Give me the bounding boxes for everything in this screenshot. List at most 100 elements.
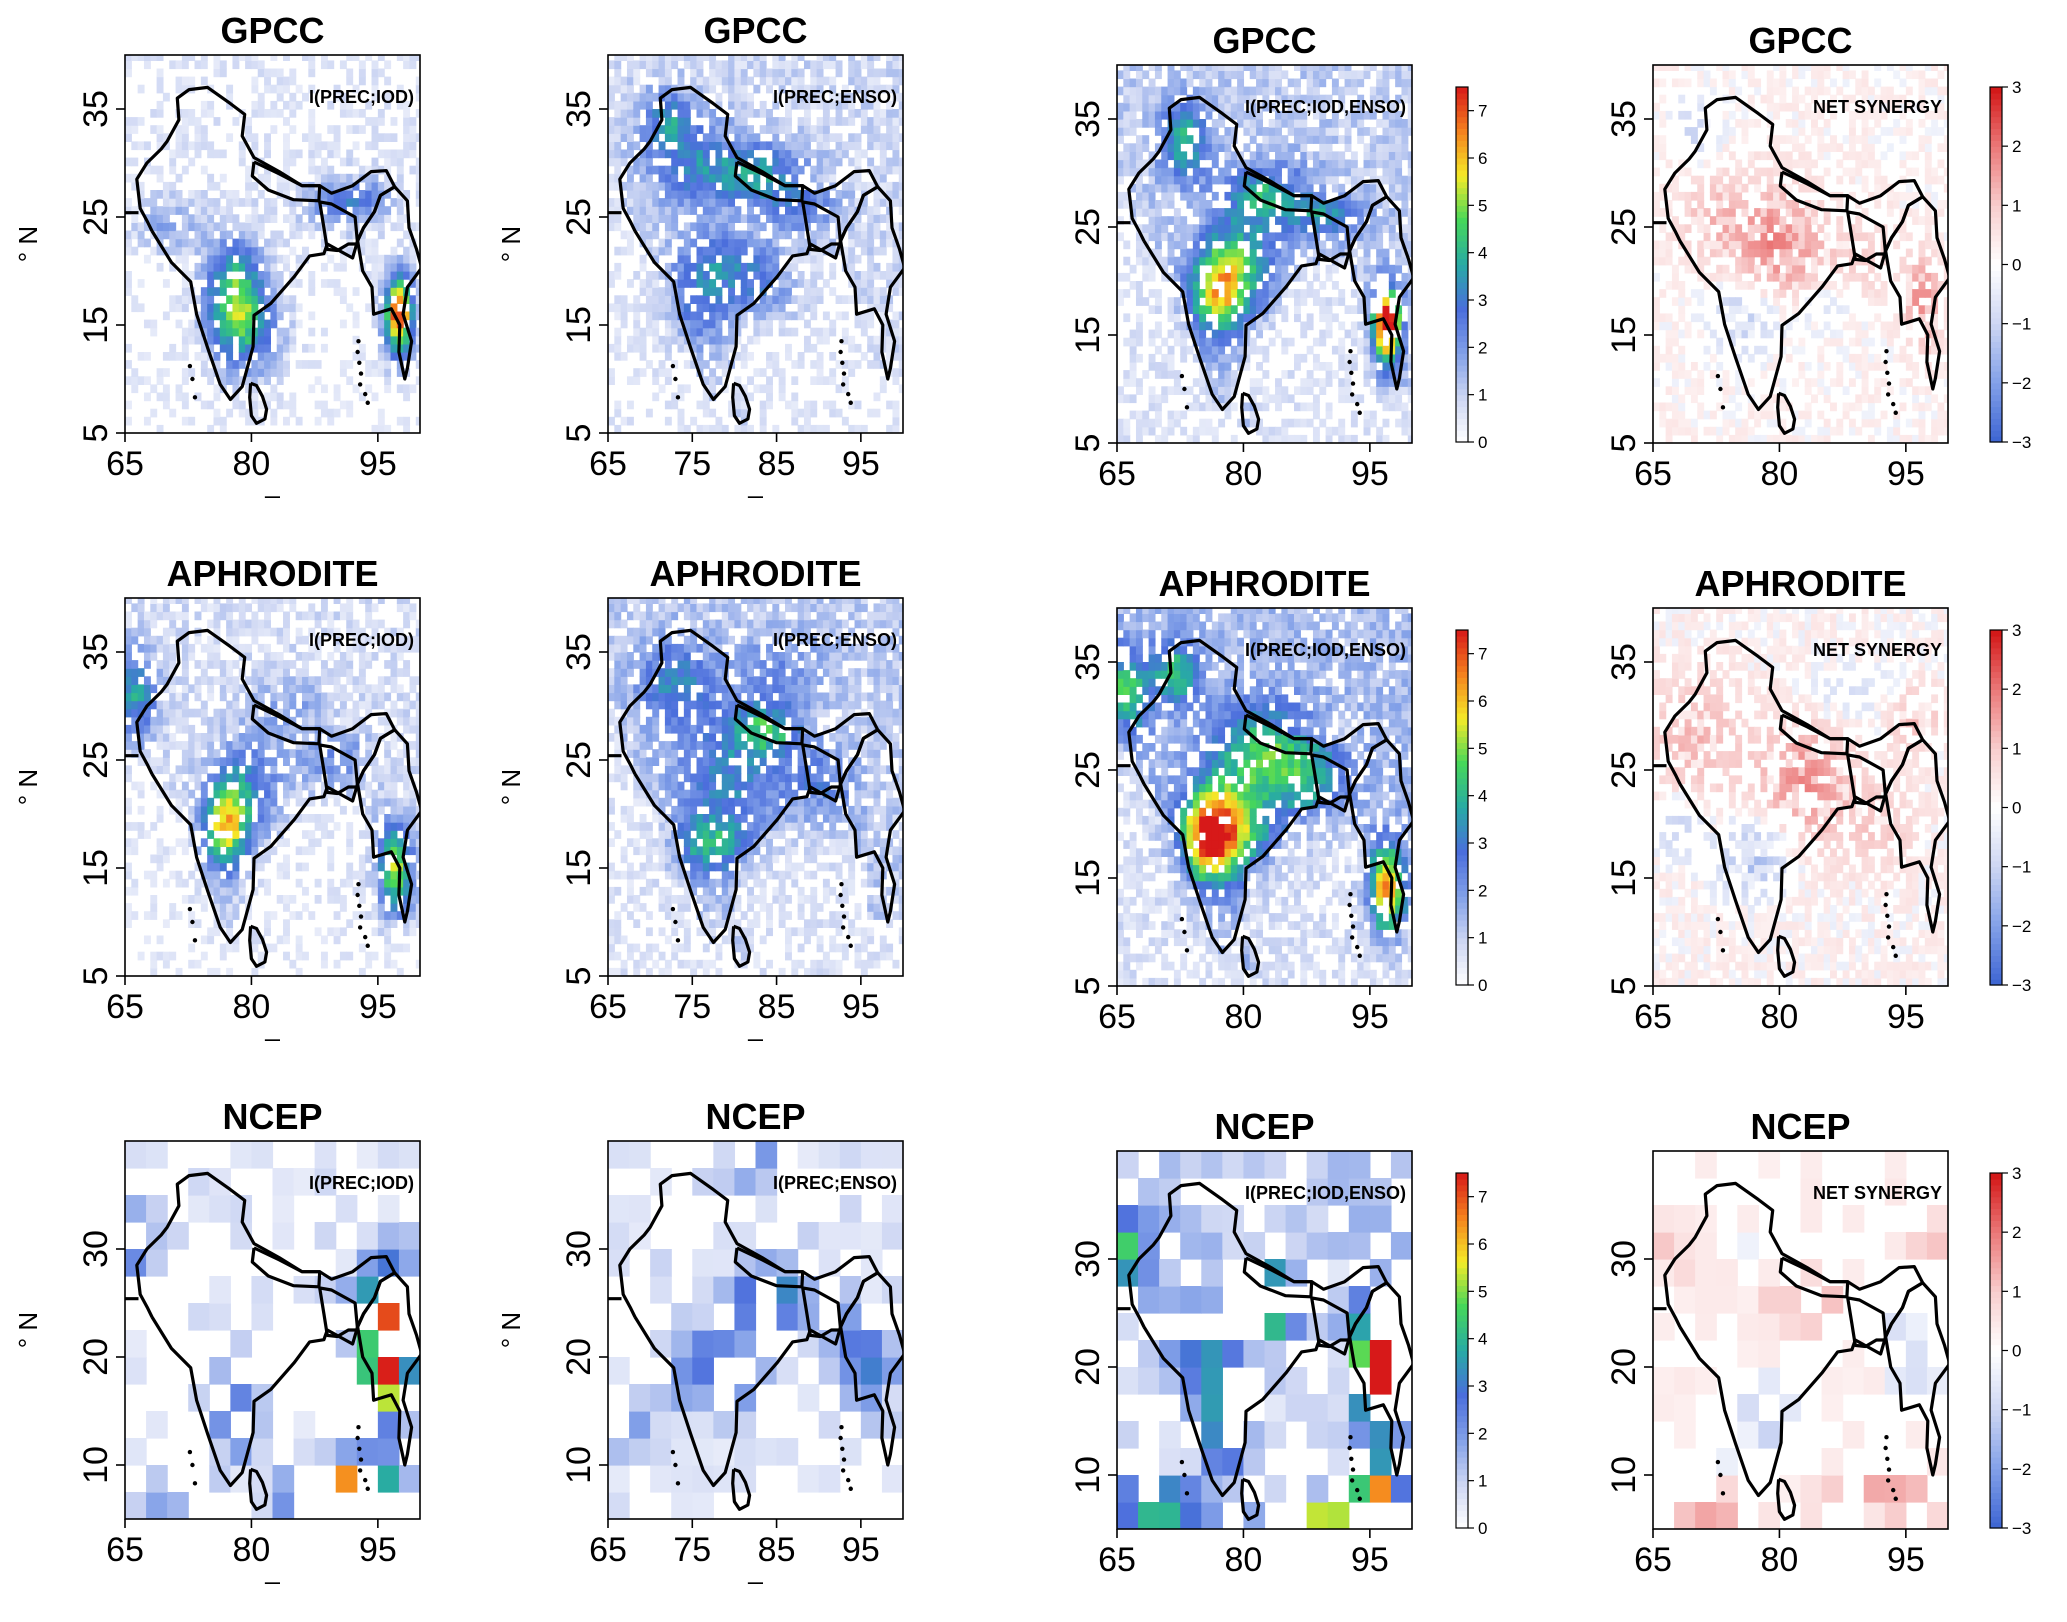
heatmap-cell bbox=[1135, 353, 1143, 363]
heatmap-cell bbox=[295, 303, 303, 313]
heatmap-cell bbox=[766, 360, 773, 369]
x-tick-label: 95 bbox=[359, 445, 397, 483]
heatmap-cell bbox=[1294, 200, 1301, 209]
heatmap-cell bbox=[1275, 86, 1282, 96]
heatmap-cell bbox=[1716, 232, 1724, 242]
heatmap-cell bbox=[1716, 434, 1724, 443]
heatmap-cell bbox=[226, 262, 234, 272]
heatmap-cell bbox=[1148, 86, 1156, 96]
heatmap-cell bbox=[1401, 386, 1409, 395]
heatmap-cell bbox=[892, 76, 900, 86]
heatmap-cell bbox=[1722, 370, 1730, 379]
heatmap-cell bbox=[1186, 135, 1194, 144]
heatmap-cell bbox=[1173, 256, 1181, 266]
heatmap-cell bbox=[772, 246, 780, 256]
heatmap-cell bbox=[1382, 313, 1390, 323]
heatmap-cell bbox=[181, 400, 189, 410]
heatmap-cell bbox=[658, 60, 666, 70]
heatmap-cell bbox=[257, 246, 265, 256]
heatmap-cell bbox=[1665, 240, 1673, 250]
heatmap-cell bbox=[1300, 183, 1308, 193]
heatmap-cell bbox=[816, 60, 824, 70]
heatmap-cell bbox=[740, 343, 748, 353]
heatmap-cell bbox=[1369, 127, 1377, 136]
heatmap-cell bbox=[251, 384, 259, 394]
heatmap-cell bbox=[219, 246, 227, 256]
heatmap-cell bbox=[1376, 143, 1384, 152]
heatmap-cell bbox=[1754, 410, 1762, 420]
heatmap-cell bbox=[1205, 289, 1213, 298]
heatmap-cell bbox=[175, 141, 183, 151]
heatmap-cell bbox=[1243, 305, 1251, 314]
heatmap-cell bbox=[810, 173, 818, 183]
heatmap-cell bbox=[1148, 353, 1156, 363]
heatmap-cell bbox=[740, 262, 748, 272]
heatmap-cell bbox=[264, 198, 271, 207]
heatmap-cell bbox=[276, 92, 284, 102]
heatmap-cell bbox=[1678, 159, 1686, 169]
heatmap-cell bbox=[709, 254, 717, 264]
heatmap-cell bbox=[664, 335, 672, 345]
heatmap-cell bbox=[314, 206, 322, 215]
heatmap-cell bbox=[1798, 127, 1806, 136]
heatmap-cell bbox=[276, 368, 284, 377]
heatmap-cell bbox=[639, 335, 647, 345]
heatmap-cell bbox=[652, 327, 660, 337]
heatmap-cell bbox=[1407, 216, 1412, 225]
heatmap-cell bbox=[785, 279, 792, 288]
heatmap-cell bbox=[785, 311, 792, 321]
heatmap-cell bbox=[295, 214, 303, 223]
heatmap-cell bbox=[377, 368, 385, 377]
heatmap-cell bbox=[1697, 143, 1705, 152]
heatmap-cell bbox=[213, 238, 221, 248]
colorbar-segment bbox=[1456, 276, 1468, 283]
heatmap-cell bbox=[1697, 94, 1705, 104]
heatmap-cell bbox=[620, 149, 628, 159]
heatmap-cell bbox=[1148, 272, 1156, 282]
heatmap-cell bbox=[791, 76, 799, 86]
heatmap-cell bbox=[1357, 345, 1365, 355]
heatmap-cell bbox=[1243, 159, 1251, 169]
heatmap-cell bbox=[1192, 143, 1200, 152]
heatmap-cell bbox=[1363, 183, 1371, 193]
heatmap-cell bbox=[346, 109, 354, 118]
heatmap-cell bbox=[1129, 345, 1137, 355]
heatmap-cell bbox=[848, 76, 856, 86]
heatmap-cell bbox=[645, 157, 653, 167]
heatmap-cell bbox=[671, 60, 679, 70]
heatmap-cell bbox=[614, 295, 622, 304]
heatmap-cell bbox=[169, 230, 177, 240]
heatmap-cell bbox=[740, 384, 748, 394]
heatmap-cell bbox=[721, 311, 729, 321]
heatmap-cell bbox=[377, 198, 385, 207]
heatmap-cell bbox=[276, 173, 284, 183]
heatmap-cell bbox=[702, 84, 710, 94]
heatmap-cell bbox=[238, 149, 246, 159]
heatmap-cell bbox=[867, 279, 875, 288]
heatmap-cell bbox=[1690, 378, 1698, 387]
country-border bbox=[839, 185, 903, 381]
heatmap-cell bbox=[898, 335, 903, 345]
heatmap-cell bbox=[245, 416, 253, 426]
heatmap-cell bbox=[614, 424, 622, 433]
heatmap-cell bbox=[1180, 329, 1188, 339]
heatmap-cell bbox=[1716, 135, 1724, 144]
heatmap-cell bbox=[608, 206, 615, 215]
heatmap-cell bbox=[1218, 337, 1226, 347]
heatmap-cell bbox=[1230, 378, 1238, 387]
heatmap-cell bbox=[245, 279, 253, 288]
heatmap-cell bbox=[1256, 191, 1263, 201]
heatmap-cell bbox=[1773, 159, 1781, 169]
heatmap-cell bbox=[346, 222, 354, 232]
heatmap-cell bbox=[810, 133, 818, 142]
coastline-borders bbox=[1117, 95, 1412, 435]
heatmap-cell bbox=[1230, 208, 1238, 217]
heatmap-cell bbox=[892, 246, 900, 256]
heatmap-cell bbox=[346, 125, 354, 134]
heatmap-cell bbox=[664, 173, 672, 183]
heatmap-cell bbox=[390, 117, 398, 126]
heatmap-cell bbox=[1319, 135, 1327, 144]
heatmap-cell bbox=[1154, 418, 1162, 428]
heatmap-cell bbox=[308, 84, 316, 94]
heatmap-cell bbox=[295, 84, 303, 94]
